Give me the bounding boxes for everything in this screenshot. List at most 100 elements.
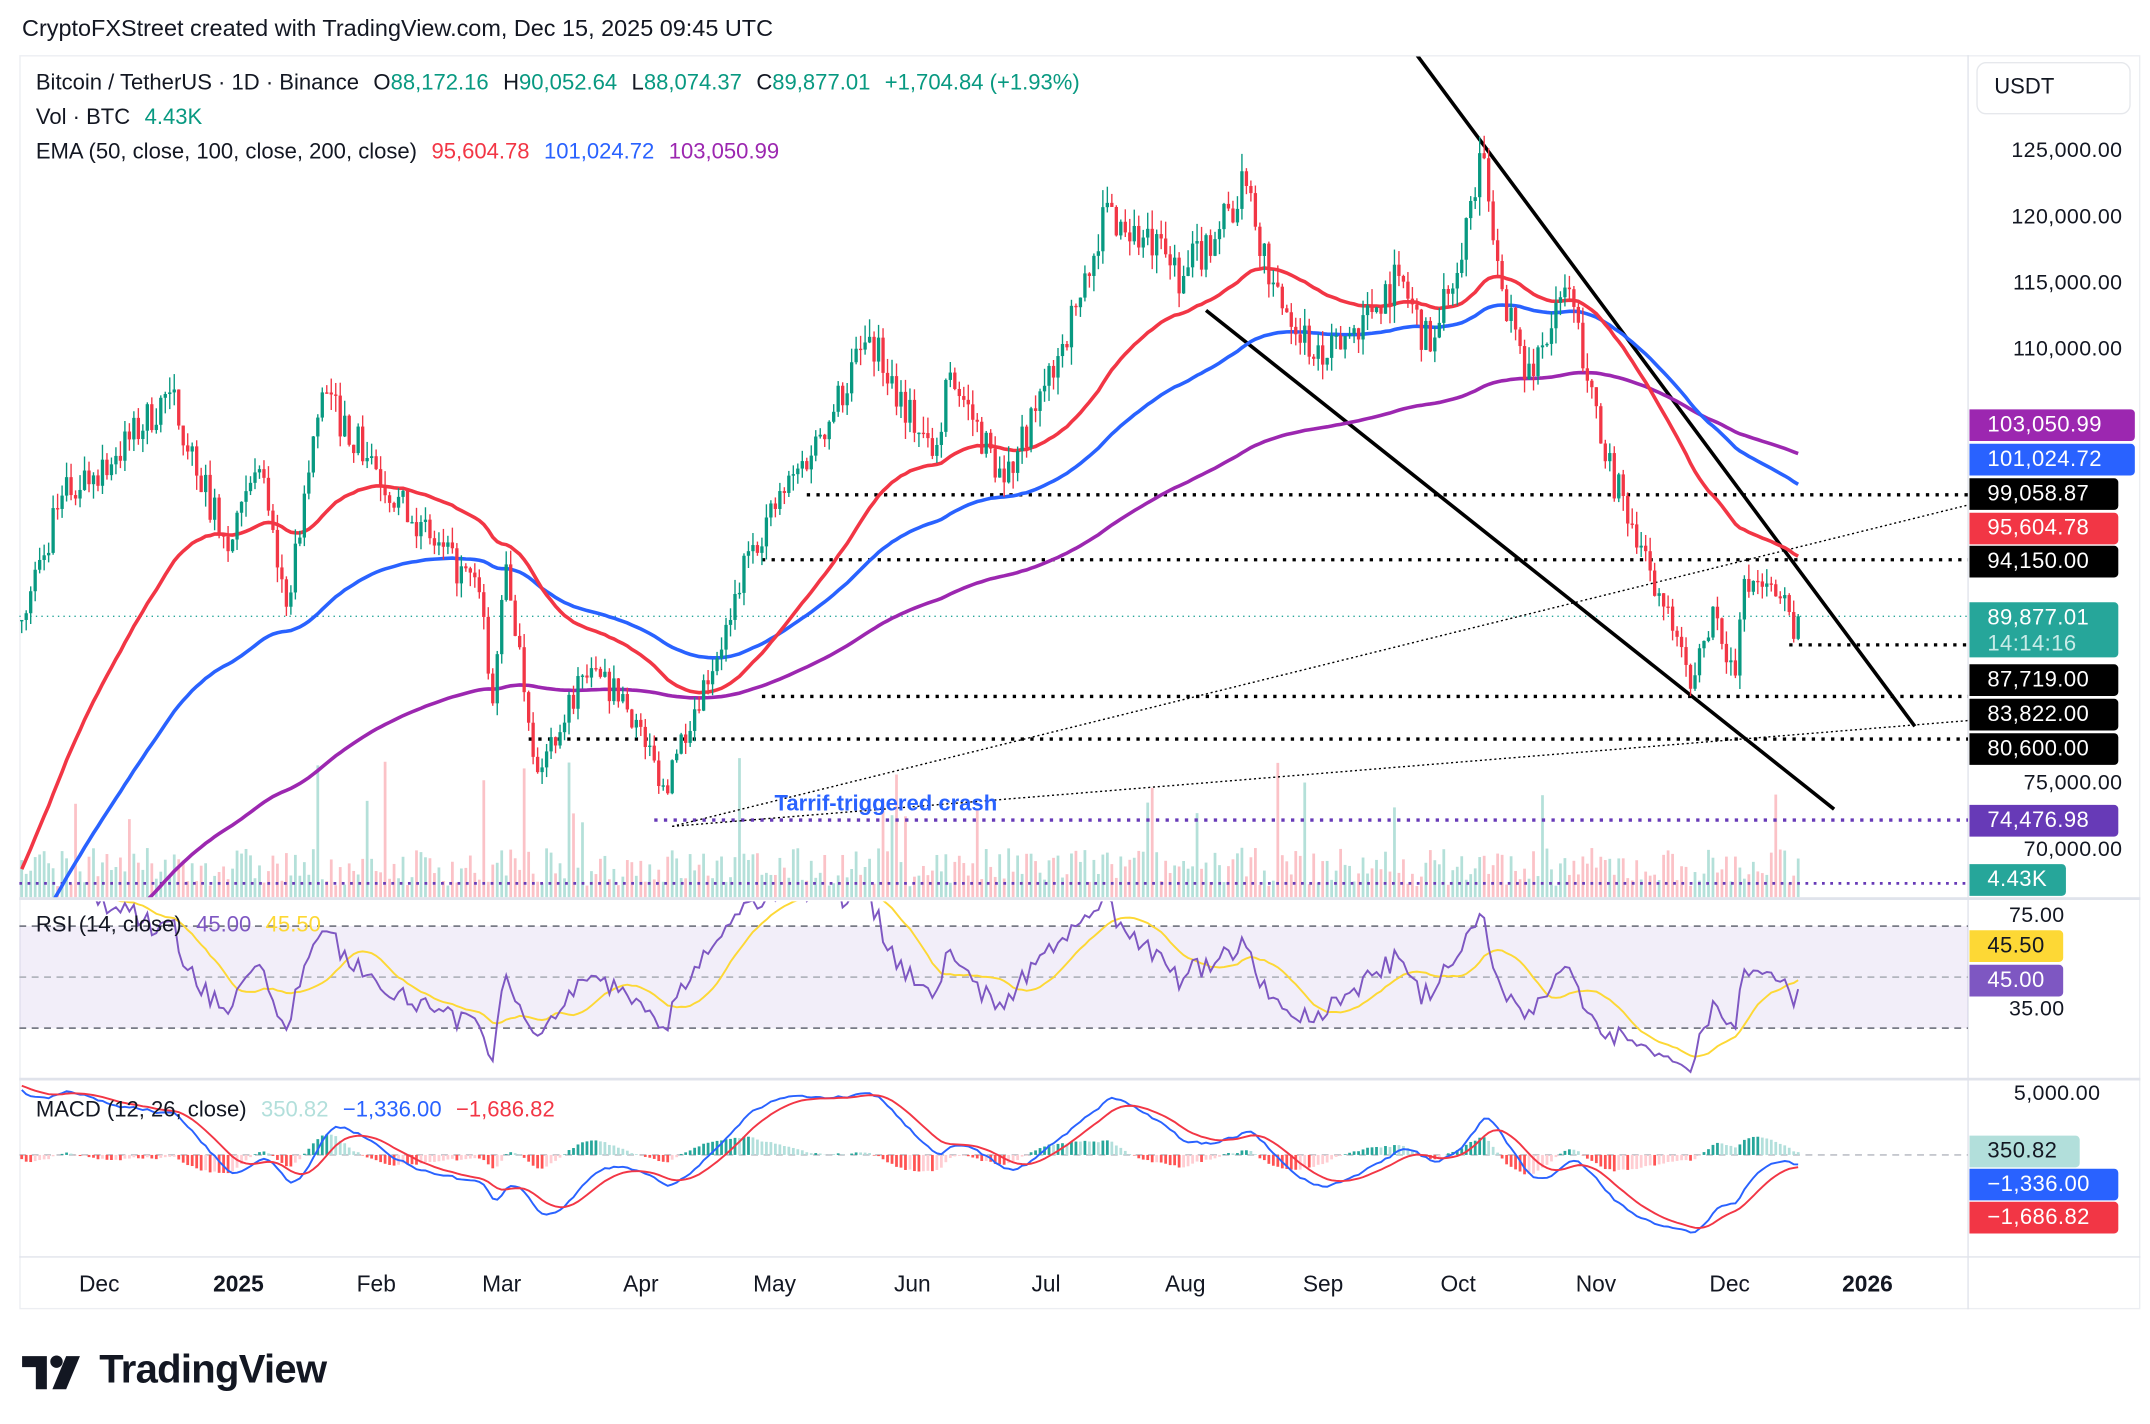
macd-histogram-bar [249, 1154, 252, 1158]
candle [486, 616, 490, 674]
volume-bar [800, 879, 804, 898]
candle [998, 468, 1002, 478]
volume-bar [1572, 860, 1576, 898]
candle [1756, 580, 1760, 583]
candle [1213, 239, 1217, 256]
volume-bar [1437, 864, 1441, 898]
candle [1289, 312, 1293, 327]
macd-histogram-bar [890, 1154, 894, 1164]
macd-histogram-bar [235, 1154, 239, 1168]
candle [1572, 289, 1576, 307]
macd-histogram-bar [643, 1154, 647, 1157]
volume-bar [1482, 855, 1486, 898]
macd-histogram-bar [1742, 1139, 1746, 1155]
macd-histogram-bar [1464, 1144, 1468, 1155]
volume-bar [172, 854, 176, 898]
attribution: CryptoFXStreet created with TradingView.… [22, 15, 774, 42]
candle [1711, 606, 1715, 638]
candle [764, 517, 769, 547]
candle [571, 694, 576, 709]
candle [971, 404, 975, 420]
macd-histogram-bar [814, 1153, 818, 1155]
volume-bar [850, 869, 854, 898]
macd-histogram-bar [1594, 1154, 1598, 1164]
volume-bar [298, 875, 302, 898]
annotation-tariff-crash[interactable]: Tarrif-triggered crash [774, 792, 998, 816]
candle [177, 389, 181, 426]
volume-bar [428, 858, 432, 898]
tradingview-logo[interactable]: TradingView [22, 1347, 327, 1393]
candle [1298, 334, 1302, 343]
tradingview-wordmark: TradingView [99, 1347, 327, 1392]
candle [1361, 315, 1365, 340]
open-value: 88,172.16 [390, 71, 489, 96]
volume-bar [119, 857, 122, 898]
volume-bar [285, 853, 288, 898]
candle [428, 519, 432, 539]
candle [1132, 225, 1136, 242]
volume-bar [302, 862, 306, 898]
currency-selector[interactable]: USDT [1976, 62, 2131, 115]
macd-legend[interactable]: MACD (12, 26, close) 350.82 −1,336.00 −1… [36, 1098, 563, 1123]
candle [1442, 288, 1446, 323]
candle [1356, 328, 1361, 340]
candle [1760, 581, 1764, 587]
candle [24, 613, 28, 620]
candle [248, 482, 253, 492]
macd-histogram-bar [729, 1138, 732, 1155]
time-tick: Sep [1302, 1272, 1344, 1297]
macd-histogram-bar [424, 1154, 427, 1163]
symbol-title[interactable]: Bitcoin / TetherUS · 1D · Binance [35, 71, 360, 96]
candle [1303, 325, 1307, 343]
volume-bar [1218, 865, 1221, 898]
candle [1576, 306, 1581, 323]
candle [1630, 523, 1634, 525]
chart-frame [19, 55, 2141, 1310]
candle [1164, 238, 1168, 255]
macd-histogram-bar [1500, 1154, 1504, 1159]
volume-bar [168, 877, 172, 898]
volume-legend[interactable]: Vol · BTC 4.43K [36, 106, 211, 131]
candle [1051, 365, 1056, 378]
candle [1406, 281, 1410, 299]
candle [1774, 584, 1778, 597]
candle [271, 510, 275, 530]
time-tick: May [753, 1272, 797, 1297]
volume-bar [1357, 873, 1360, 898]
volume-bar [1491, 865, 1495, 898]
candle [1338, 335, 1343, 350]
pane-separator[interactable] [19, 897, 2141, 900]
volume-bar [751, 854, 755, 898]
candle [29, 591, 33, 614]
high-label: H [503, 71, 520, 96]
volume-bar [1657, 880, 1661, 898]
candle [1729, 660, 1733, 663]
candle [1796, 616, 1800, 639]
macd-histogram-bar [720, 1140, 723, 1155]
volume-bar [1415, 886, 1419, 898]
candle [1608, 453, 1612, 462]
macd-histogram-bar [809, 1153, 813, 1155]
candle [1500, 261, 1504, 290]
candle [401, 490, 405, 497]
volume-bar [455, 882, 459, 898]
volume-bar [513, 858, 517, 898]
candle [1002, 468, 1006, 483]
ema100-value: 101,024.72 [543, 140, 655, 165]
macd-histogram-bar [1330, 1154, 1334, 1160]
ema-legend[interactable]: EMA (50, close, 100, close, 200, close) … [36, 141, 788, 166]
pane-separator[interactable] [19, 1077, 2141, 1081]
macd-histogram-bar [1150, 1154, 1154, 1163]
macd-histogram-bar [83, 1154, 86, 1156]
rsi-legend[interactable]: RSI (14, close) 45.00 45.50 [36, 914, 329, 939]
macd-histogram-bar [1334, 1154, 1338, 1157]
candle [1231, 208, 1235, 223]
candle [1522, 346, 1527, 380]
macd-histogram-bar [163, 1154, 167, 1158]
candle [1208, 235, 1213, 256]
macd-histogram-bar [244, 1154, 248, 1161]
macd-histogram-bar [787, 1146, 791, 1155]
macd-histogram-bar [1114, 1145, 1118, 1155]
candle [1684, 647, 1688, 665]
